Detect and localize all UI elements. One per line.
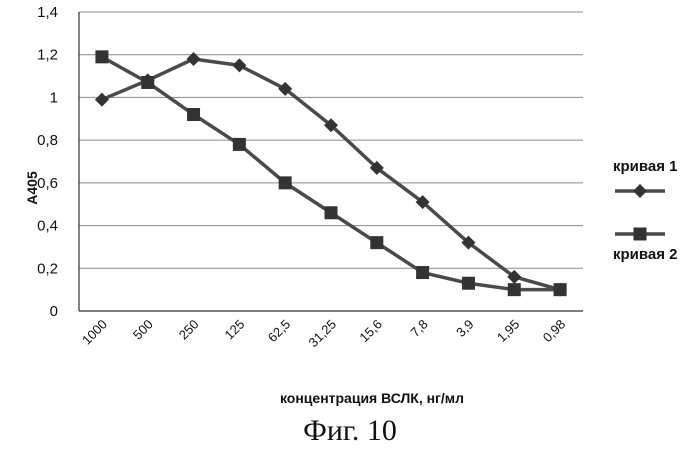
x-tick-label: 3,9 <box>453 317 476 340</box>
legend-item-2: кривая 2 <box>613 228 678 264</box>
data-point <box>232 58 246 72</box>
data-point <box>187 108 200 121</box>
x-tick-label: 15,6 <box>356 317 385 346</box>
y-axis-label: A405 <box>24 171 40 205</box>
x-tick-label: 1,95 <box>494 317 523 346</box>
legend-label: кривая 1 <box>613 158 678 175</box>
x-tick-label: 31,25 <box>306 317 340 351</box>
data-point <box>554 283 567 296</box>
x-tick-label: 125 <box>222 317 248 343</box>
x-tick-label: 0,98 <box>540 317 569 346</box>
y-tick-label: 1 <box>50 89 58 106</box>
series-group <box>95 50 567 296</box>
y-tick-labels: 0 0,2 0,4 0,6 0,8 1 1,2 1,4 <box>37 4 58 320</box>
x-tick-label: 7,8 <box>407 317 430 340</box>
series-2 <box>95 50 566 296</box>
legend-label: кривая 2 <box>613 246 678 263</box>
y-tick-label: 0,2 <box>37 260 58 277</box>
gridlines <box>79 12 583 311</box>
data-point <box>233 138 246 151</box>
data-point <box>634 228 647 241</box>
data-point <box>325 206 338 219</box>
data-point <box>462 277 475 290</box>
series-1 <box>95 52 567 297</box>
series-line <box>102 59 560 290</box>
y-tick-label: 0,8 <box>37 132 58 149</box>
legend-item-1: кривая 1 <box>613 158 678 198</box>
x-tick-label: 62,5 <box>265 317 294 346</box>
data-point <box>187 52 201 66</box>
data-point <box>95 93 109 107</box>
x-axis-label: концентрация ВСЛК, нг/мл <box>280 390 464 406</box>
x-tick-label: 1000 <box>79 317 110 348</box>
y-tick-label: 1,2 <box>37 47 58 64</box>
data-point <box>370 236 383 249</box>
x-tick-labels: 1000 500 250 125 62,5 31,25 15,6 7,8 3,9 1,95 0,98 <box>79 317 568 351</box>
data-point <box>508 283 521 296</box>
data-point <box>279 176 292 189</box>
x-tick-label: 250 <box>176 317 202 343</box>
y-tick-label: 1,4 <box>37 4 58 21</box>
data-point <box>416 266 429 279</box>
y-tick-label: 0,4 <box>37 218 58 235</box>
series-line <box>102 57 560 290</box>
data-point <box>141 76 154 89</box>
data-point <box>95 50 108 63</box>
y-tick-label: 0 <box>50 303 58 320</box>
y-tick-label: 0,6 <box>37 175 58 192</box>
x-tick-label: 500 <box>130 317 156 343</box>
data-point <box>633 184 647 198</box>
legend: кривая 1 кривая 2 <box>613 158 678 263</box>
figure-caption: Фиг. 10 <box>0 414 700 448</box>
